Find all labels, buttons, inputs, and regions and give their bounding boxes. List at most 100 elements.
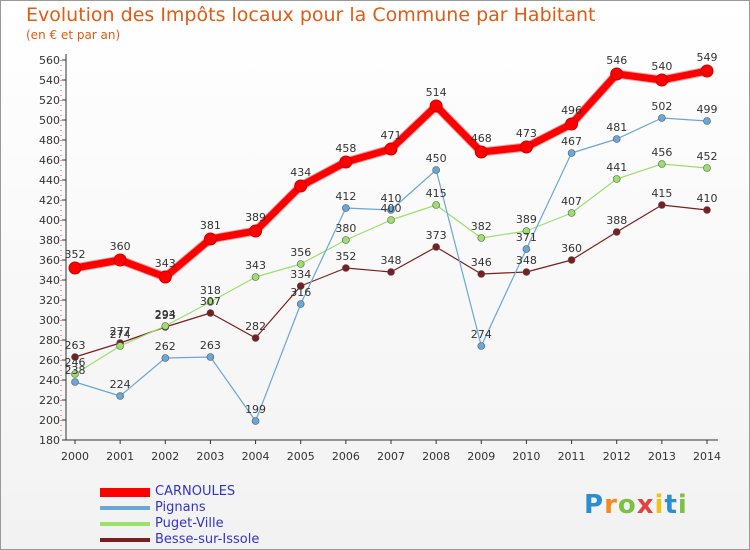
series-carnoules (68, 64, 714, 284)
legend-swatch (100, 487, 150, 497)
legend-label: Puget-Ville (155, 516, 224, 531)
y-tick-label: 340 (39, 274, 60, 287)
data-label: 277 (110, 325, 131, 338)
data-label: 441 (606, 161, 627, 174)
y-tick-label: 280 (39, 334, 60, 347)
y-tick-label: 560 (39, 54, 60, 67)
data-point (251, 334, 260, 342)
data-label: 316 (290, 286, 311, 299)
data-point (519, 140, 533, 154)
data-label: 540 (651, 60, 672, 73)
data-point (522, 227, 531, 235)
data-label: 389 (516, 213, 537, 226)
data-label: 410 (381, 192, 402, 205)
data-label: 481 (606, 121, 627, 134)
data-label: 456 (651, 146, 672, 159)
data-point (116, 392, 124, 400)
logo-letter: t (664, 490, 678, 520)
data-point (703, 117, 711, 125)
y-tick-label: 400 (39, 214, 60, 227)
logo-letter: i (654, 490, 665, 520)
data-point (71, 378, 79, 386)
data-point (432, 166, 440, 174)
legend-swatch (100, 506, 150, 510)
data-label: 238 (65, 364, 86, 377)
logo-letter: i (677, 490, 688, 520)
data-point (206, 353, 215, 361)
y-tick-label: 300 (39, 314, 60, 327)
x-tick-label: 2010 (512, 450, 540, 463)
data-point (477, 270, 486, 278)
data-label: 274 (471, 328, 492, 341)
data-label: 199 (245, 403, 266, 416)
data-point (387, 268, 395, 276)
data-label: 415 (651, 187, 672, 200)
data-label: 458 (335, 142, 356, 155)
x-tick-label: 2008 (422, 450, 450, 463)
data-label: 468 (471, 132, 492, 145)
y-tick-label: 520 (39, 94, 60, 107)
data-label: 348 (381, 254, 402, 267)
y-tick-label: 200 (39, 414, 60, 427)
series-puget-ville (71, 160, 711, 378)
data-label: 467 (561, 135, 582, 148)
data-label: 352 (65, 248, 86, 261)
data-label: 434 (290, 166, 311, 179)
y-tick-label: 180 (39, 434, 60, 447)
data-point (158, 270, 172, 284)
data-point (249, 224, 263, 238)
y-tick-label: 480 (39, 134, 60, 147)
data-point (342, 204, 350, 212)
y-tick-label: 380 (39, 234, 60, 247)
data-point (296, 300, 305, 308)
data-label: 346 (471, 256, 492, 269)
data-label: 407 (561, 195, 582, 208)
data-point (71, 370, 79, 378)
x-tick-label: 2013 (648, 450, 676, 463)
data-point (161, 322, 170, 330)
series-pignans (71, 114, 711, 425)
data-label: 356 (290, 246, 311, 259)
y-tick-label: 440 (39, 174, 60, 187)
data-label: 499 (697, 103, 718, 116)
data-point (658, 201, 666, 209)
x-tick-label: 2001 (106, 450, 134, 463)
y-tick-label: 360 (39, 254, 60, 267)
legend-swatch (100, 538, 150, 542)
y-tick-label: 240 (39, 374, 60, 387)
data-label: 412 (335, 190, 356, 203)
data-label: 549 (697, 51, 718, 64)
data-point (342, 264, 350, 272)
data-point (522, 268, 531, 276)
data-point (251, 273, 260, 281)
data-labels: 263 277 293 307 282 334 352 348 373 346 348 360 388 4… (65, 51, 718, 416)
data-label: 471 (381, 129, 402, 142)
data-point (296, 260, 305, 268)
x-tick-label: 2003 (196, 450, 224, 463)
data-label: 262 (155, 340, 176, 353)
data-point (474, 145, 488, 159)
data-label: 380 (335, 222, 356, 235)
logo-letter: P (584, 490, 605, 520)
y-tick-label: 460 (39, 154, 60, 167)
series-besse-sur-issole (71, 201, 711, 361)
data-point (522, 245, 531, 253)
data-label: 246 (65, 356, 86, 369)
data-point (384, 142, 398, 156)
data-point (567, 209, 576, 217)
data-label: 400 (381, 202, 402, 215)
data-label: 360 (561, 242, 582, 255)
data-point (429, 99, 443, 113)
data-point (658, 114, 666, 122)
axes: 180 200 220 240 260 280 300 320 340 360 380 400 420 4… (39, 54, 721, 463)
data-point (113, 253, 127, 267)
x-tick-label: 2009 (467, 450, 495, 463)
x-tick-label: 2006 (332, 450, 360, 463)
data-label: 415 (426, 187, 447, 200)
x-tick-label: 2012 (603, 450, 631, 463)
data-label: 502 (651, 100, 672, 113)
data-label: 307 (200, 295, 221, 308)
data-point (203, 232, 217, 246)
y-tick-label: 500 (39, 114, 60, 127)
